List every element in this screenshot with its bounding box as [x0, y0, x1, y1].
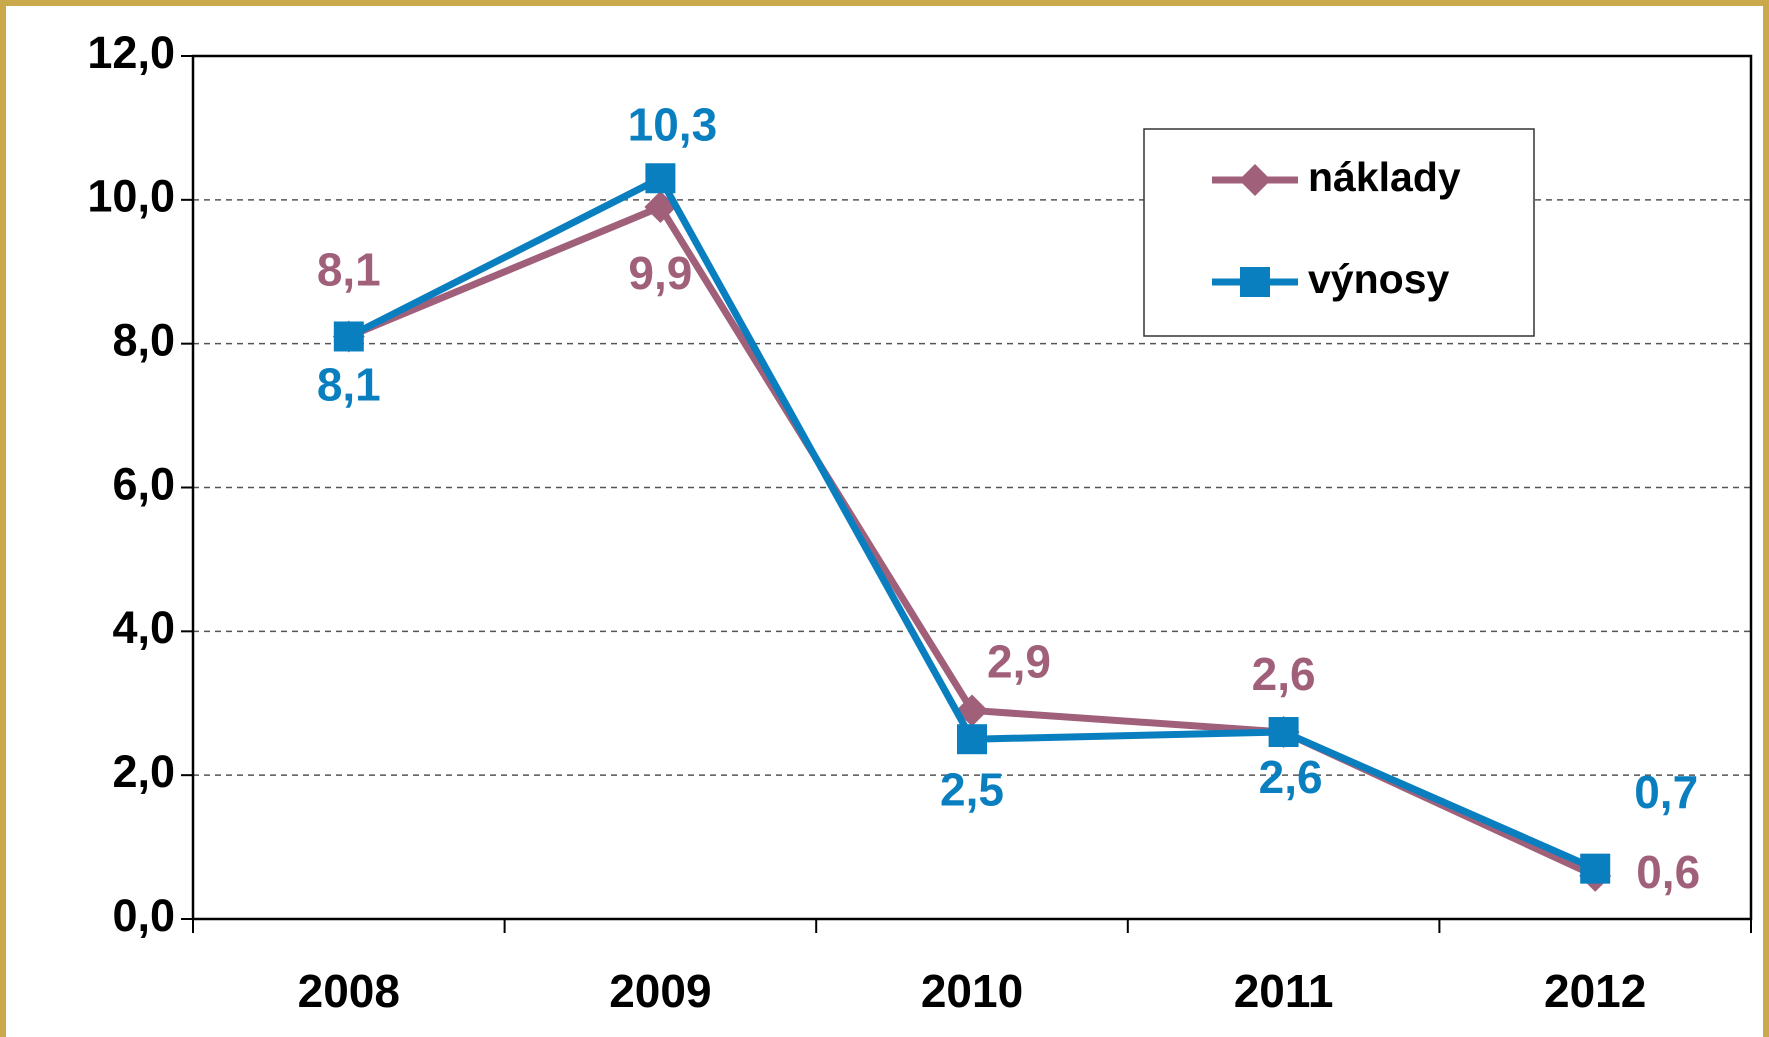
data-label: 8,1 — [317, 244, 381, 296]
x-tick-label: 2008 — [298, 965, 400, 1017]
x-tick-label: 2011 — [1234, 965, 1334, 1017]
y-tick-label: 6,0 — [112, 458, 175, 509]
data-label: 9,9 — [628, 247, 692, 299]
data-label: 2,9 — [987, 636, 1051, 688]
data-label: 2,5 — [940, 763, 1004, 815]
x-tick-label: 2012 — [1544, 965, 1646, 1017]
y-tick-label: 8,0 — [112, 315, 175, 366]
data-label: 2,6 — [1259, 751, 1323, 803]
data-point — [957, 724, 987, 755]
data-point — [333, 321, 364, 352]
legend-label: výnosy — [1308, 256, 1449, 302]
data-point — [1268, 717, 1299, 748]
y-tick-label: 4,0 — [112, 602, 175, 653]
data-label: 10,3 — [628, 98, 718, 150]
y-tick-label: 0,0 — [112, 890, 175, 941]
y-tick-label: 2,0 — [112, 746, 175, 797]
x-tick-label: 2009 — [609, 965, 711, 1017]
y-tick-label: 12,0 — [87, 27, 175, 78]
plot-frame — [191, 54, 1753, 921]
data-label: 0,6 — [1636, 846, 1700, 898]
legend-marker — [1239, 164, 1271, 196]
data-point — [645, 163, 676, 194]
legend-label: náklady — [1308, 154, 1461, 200]
data-label: 2,6 — [1252, 648, 1316, 700]
y-tick-label: 10,0 — [87, 171, 175, 222]
data-label: 0,7 — [1634, 766, 1698, 818]
data-point — [1580, 853, 1611, 884]
legend-box — [1143, 128, 1535, 337]
x-tick-label: 2010 — [921, 965, 1023, 1017]
legend-marker — [1240, 267, 1270, 297]
data-label: 8,1 — [317, 359, 381, 411]
